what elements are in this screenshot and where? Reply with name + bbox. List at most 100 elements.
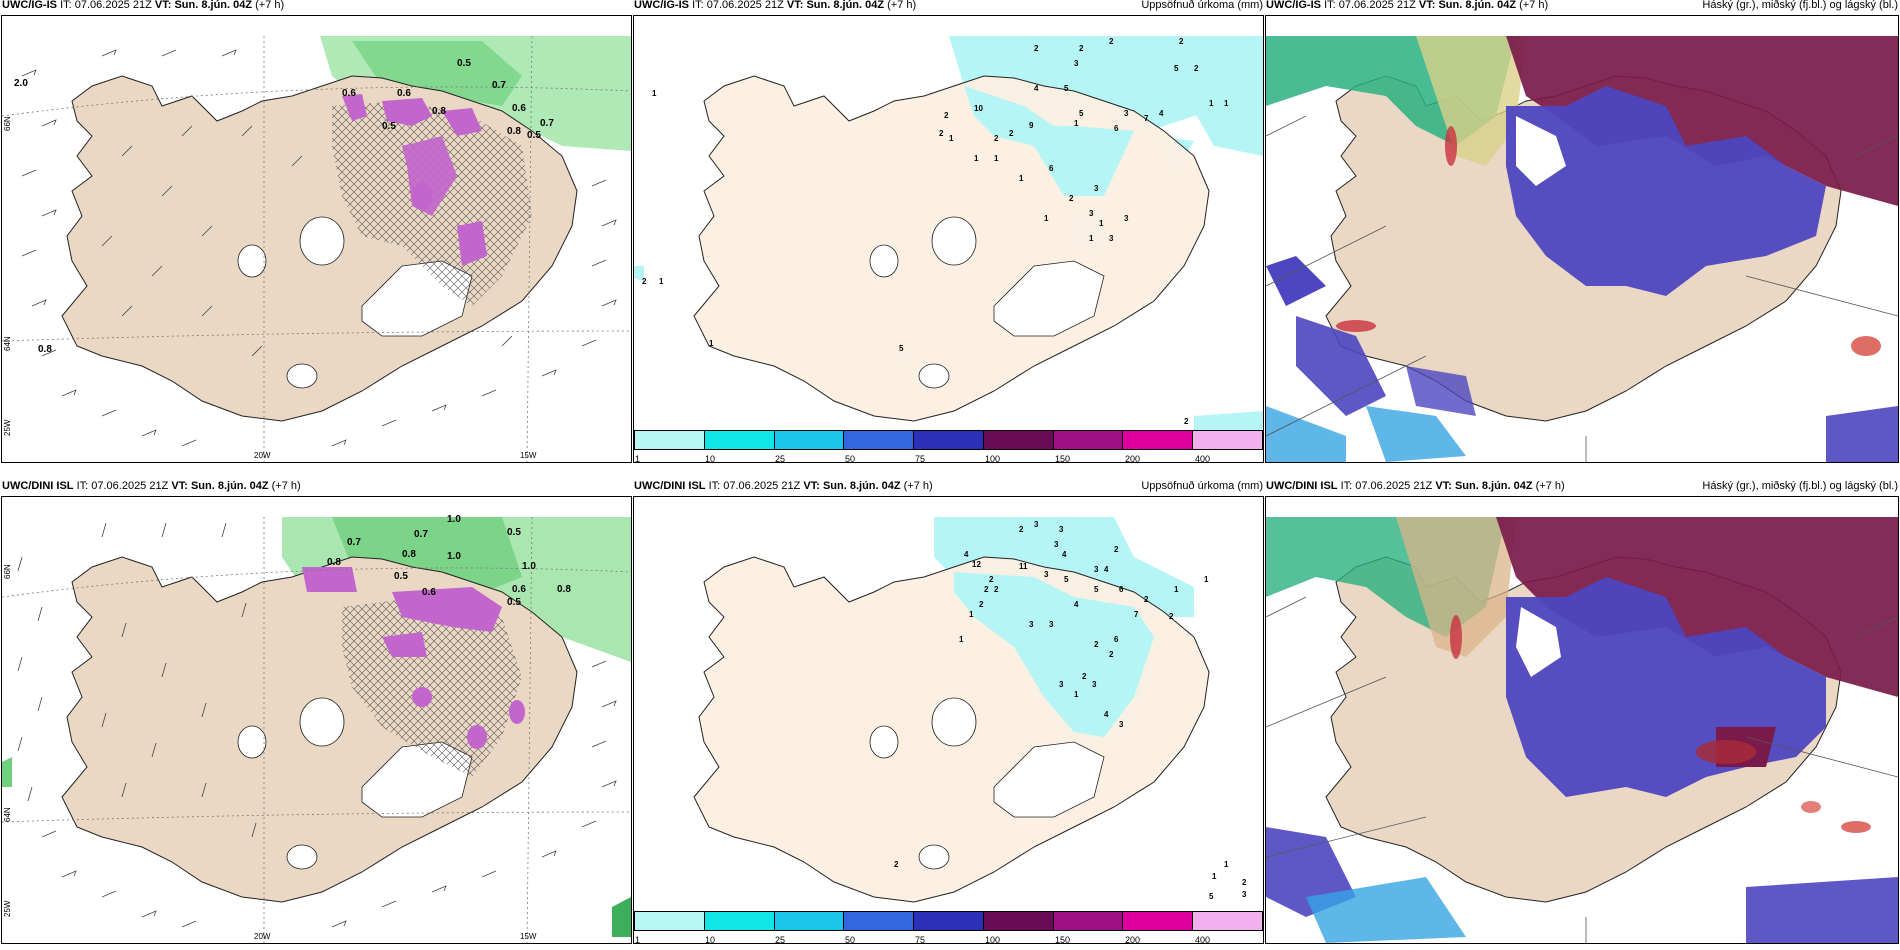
precip-label: 1 xyxy=(659,277,664,286)
precip-label: 3 xyxy=(1092,680,1097,689)
precip-label: 9 xyxy=(1029,121,1034,130)
precip-label: 3 xyxy=(1074,59,1079,68)
precip-label: 12 xyxy=(972,560,981,569)
precip-map-top[interactable]: 1 2 2 2 2 3 5 4 9 10 2 1 2 5 3 6 2 1 1 2… xyxy=(634,16,1263,462)
lat-label: 25W xyxy=(3,900,12,917)
precip-label: 5 xyxy=(899,344,904,353)
precip-label: 2 xyxy=(979,600,984,609)
precip-colorbar xyxy=(634,911,1263,931)
precip-label: 2 xyxy=(1109,650,1114,659)
precip-label: 4 xyxy=(964,550,969,559)
colorbar-cell xyxy=(983,431,1054,449)
wind-label: 0.8 xyxy=(432,106,446,117)
cyan-shading xyxy=(949,36,1263,136)
cloud-map-panel-bottom: UWC/DINI ISL IT: 07.06.2025 21Z VT: Sun.… xyxy=(1265,480,1899,944)
wind-map-panel-bottom: UWC/DINI ISL IT: 07.06.2025 21Z VT: Sun.… xyxy=(1,480,632,944)
wind-label: 0.5 xyxy=(507,527,521,538)
precip-label: 3 xyxy=(1034,520,1039,529)
precip-label: 1 xyxy=(1019,174,1024,183)
precip-title: Uppsöfnuð úrkoma (mm) xyxy=(1141,480,1263,492)
cloud-map-bottom[interactable] xyxy=(1266,497,1898,943)
colorbar-cell xyxy=(774,912,845,930)
precip-label: 4 xyxy=(1062,550,1067,559)
colorbar-cell xyxy=(1123,431,1194,449)
precip-label: 7 xyxy=(1134,610,1139,619)
precip-label: 5 xyxy=(1064,84,1069,93)
wind-map-bottom[interactable]: 0.7 0.8 0.7 1.0 0.5 1.0 0.8 0.6 1.0 0.5 … xyxy=(2,497,631,943)
precip-label: 4 xyxy=(1034,84,1039,93)
precip-label: 2 xyxy=(1179,37,1184,46)
wind-label: 0.5 xyxy=(382,121,396,132)
colorbar-cell xyxy=(1193,431,1263,449)
precip-label: 1 xyxy=(1099,219,1104,228)
precip-label: 1 xyxy=(1089,234,1094,243)
precip-label: 2 xyxy=(1019,525,1024,534)
colorbar-cell xyxy=(1193,912,1263,930)
precip-title: Uppsöfnuð úrkoma (mm) xyxy=(1141,0,1263,11)
wind-label: 1.0 xyxy=(447,514,461,525)
precip-label: 3 xyxy=(1124,214,1129,223)
colorbar-cell xyxy=(983,912,1054,930)
precip-label: 2 xyxy=(1114,545,1119,554)
mid-cloud xyxy=(1506,86,1826,296)
precip-label: 10 xyxy=(974,104,983,113)
precip-label: 2 xyxy=(1109,37,1114,46)
precip-label: 2 xyxy=(1079,44,1084,53)
precip-label: 1 xyxy=(1074,119,1079,128)
precip-label: 2 xyxy=(1184,417,1189,426)
purple-shading xyxy=(342,94,367,121)
wind-label: 0.7 xyxy=(492,80,506,91)
panel-header: UWC/DINI ISL IT: 07.06.2025 21Z VT: Sun.… xyxy=(2,480,301,492)
cloud-title: Háský (gr.), miðský (fj.bl.) og lágský (… xyxy=(1702,0,1898,11)
precip-label: 2 xyxy=(939,129,944,138)
precip-label: 2 xyxy=(944,111,949,120)
panel-header: UWC/IG-IS IT: 07.06.2025 21Z VT: Sun. 8.… xyxy=(2,0,285,11)
panel-header: UWC/IG-IS IT: 07.06.2025 21Z VT: Sun. 8.… xyxy=(1266,0,1549,11)
wind-label: 0.5 xyxy=(507,597,521,608)
precip-label: 4 xyxy=(1074,600,1079,609)
panel-header: UWC/IG-IS IT: 07.06.2025 21Z VT: Sun. 8.… xyxy=(634,0,917,11)
wind-label: 0.5 xyxy=(457,58,471,69)
precip-label: 2 xyxy=(1169,612,1174,621)
lat-label: 66N xyxy=(3,116,12,131)
precip-label: 2 xyxy=(894,860,899,869)
colorbar-cell xyxy=(704,431,775,449)
precip-label: 1 xyxy=(949,134,954,143)
wind-label: 0.5 xyxy=(394,571,408,582)
precip-label: 4 xyxy=(1104,565,1109,574)
lon-label: 15W xyxy=(520,451,537,460)
precip-label: 5 xyxy=(1174,64,1179,73)
lat-label: 25W xyxy=(3,419,12,436)
precip-label: 3 xyxy=(1109,234,1114,243)
precip-label: 1 xyxy=(969,610,974,619)
precip-label: 1 xyxy=(1212,872,1217,881)
cloud-map-top[interactable] xyxy=(1266,16,1898,462)
colorbar-cell xyxy=(844,912,915,930)
colorbar-cell xyxy=(1053,912,1124,930)
wind-label: 0.7 xyxy=(414,529,428,540)
wind-map-top[interactable]: 2.0 0.5 0.6 0.6 0.7 0.8 0.6 0.8 0.7 0.5 … xyxy=(2,16,631,462)
precip-label: 1 xyxy=(1224,860,1229,869)
wind-label: 0.6 xyxy=(512,103,526,114)
colorbar-cell xyxy=(914,912,984,930)
precip-map-bottom[interactable]: 2 3 3 3 4 12 11 3 4 2 2 5 3 2 4 5 6 4 3 … xyxy=(634,497,1263,943)
precip-label: 2 xyxy=(984,585,989,594)
precip-label: 2 xyxy=(1194,64,1199,73)
lon-label: 20W xyxy=(254,932,271,941)
wind-label: 0.7 xyxy=(347,537,361,548)
precip-label: 1 xyxy=(1074,690,1079,699)
wind-label: 0.8 xyxy=(507,126,521,137)
wind-label: 1.0 xyxy=(447,551,461,562)
colorbar-cell xyxy=(844,431,915,449)
cloud-map-panel-top: UWC/IG-IS IT: 07.06.2025 21Z VT: Sun. 8.… xyxy=(1265,0,1899,463)
precip-label: 3 xyxy=(1242,890,1247,899)
precip-label: 1 xyxy=(1209,99,1214,108)
wind-label: 0.8 xyxy=(38,344,52,355)
wind-label: 0.5 xyxy=(527,130,541,141)
precip-label: 5 xyxy=(1209,892,1214,901)
precip-label: 3 xyxy=(1059,525,1064,534)
colorbar-labels: 1 10 25 50 75 100 150 200 400 xyxy=(635,454,1211,464)
precip-label: 6 xyxy=(1114,124,1119,133)
precip-label: 2 xyxy=(1094,640,1099,649)
precip-label: 7 xyxy=(1144,114,1149,123)
